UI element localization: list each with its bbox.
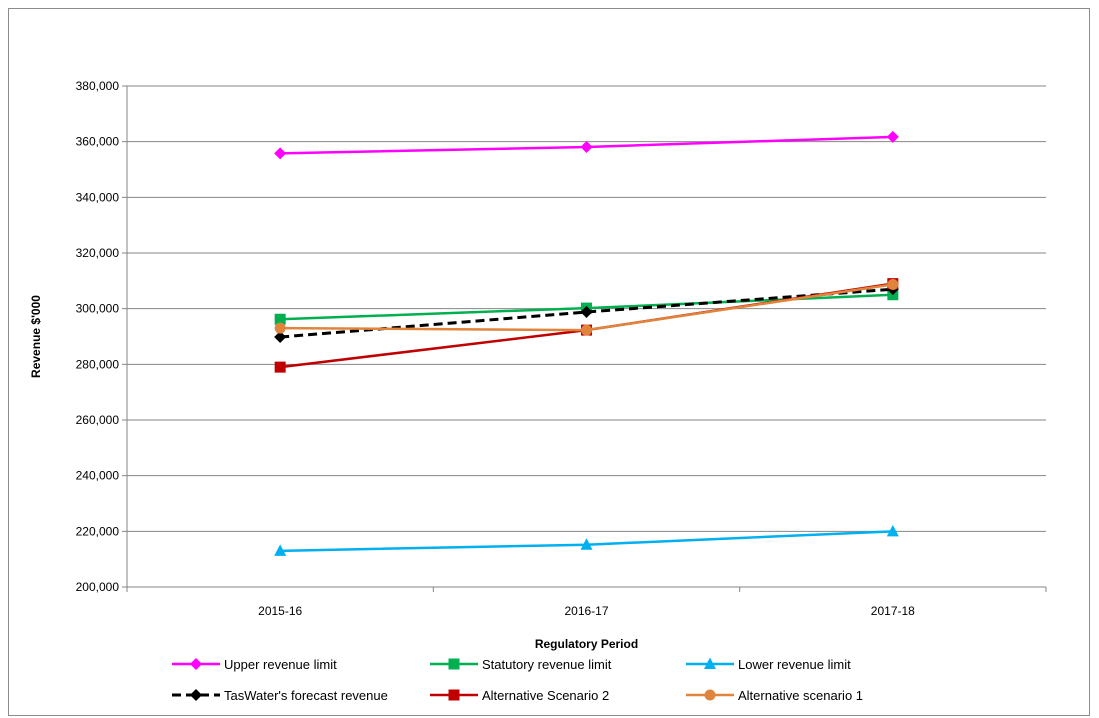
legend-marker (704, 657, 716, 669)
y-tick-label: 380,000 (76, 79, 120, 93)
legend-label: Alternative Scenario 2 (482, 688, 609, 703)
series-upper-revenue-limit (274, 130, 899, 160)
x-tick-label: 2015-16 (258, 604, 302, 618)
data-point (274, 322, 286, 334)
legend-item: Lower revenue limit (686, 657, 851, 672)
legend-item: TasWater's forecast revenue (172, 688, 388, 703)
legend: Upper revenue limit Statutory revenue lim… (172, 657, 863, 703)
y-tick-label: 240,000 (76, 469, 120, 483)
legend-label: Alternative scenario 1 (738, 688, 863, 703)
y-tick-label: 260,000 (76, 413, 120, 427)
legend-item: Alternative Scenario 2 (430, 688, 609, 703)
x-tick-labels: 2015-16 2016-17 2017-18 (258, 604, 915, 618)
data-point (886, 524, 899, 537)
legend-item: Upper revenue limit (172, 657, 337, 672)
data-point (886, 130, 899, 143)
y-tick-label: 300,000 (76, 302, 120, 316)
chart-frame (8, 8, 1090, 716)
data-point (274, 147, 287, 160)
series-alternative-scenario-1 (274, 278, 899, 336)
data-point (274, 313, 286, 325)
y-tick-label: 200,000 (76, 580, 120, 594)
data-point (274, 544, 287, 556)
legend-marker (190, 689, 202, 701)
data-point (580, 538, 593, 550)
legend-item: Alternative scenario 1 (686, 688, 863, 703)
series-lines (274, 130, 899, 556)
legend-label: Upper revenue limit (224, 657, 337, 672)
legend-label: Statutory revenue limit (482, 657, 612, 672)
legend-item: Statutory revenue limit (430, 657, 612, 672)
legend-label: TasWater's forecast revenue (224, 688, 388, 703)
legend-marker (448, 689, 460, 701)
data-point (580, 306, 593, 319)
y-tick-labels: 200,000 220,000 240,000 260,000 280,000 300,0… (76, 79, 120, 594)
y-tick-label: 360,000 (76, 135, 120, 149)
y-axis-title: Revenue $'000 (29, 295, 43, 378)
y-tick-label: 340,000 (76, 190, 120, 204)
legend-marker (448, 658, 460, 670)
data-point (580, 140, 593, 153)
x-tick-label: 2016-17 (564, 604, 608, 618)
x-axis-title: Regulatory Period (535, 637, 638, 651)
legend-label: Lower revenue limit (738, 657, 851, 672)
y-tick-label: 320,000 (76, 246, 120, 260)
series-lower-revenue-limit (274, 524, 899, 556)
legend-marker (190, 658, 202, 670)
y-tick-label: 220,000 (76, 524, 120, 538)
data-point (887, 278, 899, 290)
axes (122, 85, 1047, 592)
data-point (581, 324, 592, 336)
data-point (274, 361, 286, 373)
data-point (274, 331, 287, 344)
x-tick-label: 2017-18 (871, 604, 915, 618)
legend-marker (704, 689, 716, 701)
y-tick-label: 280,000 (76, 357, 120, 371)
